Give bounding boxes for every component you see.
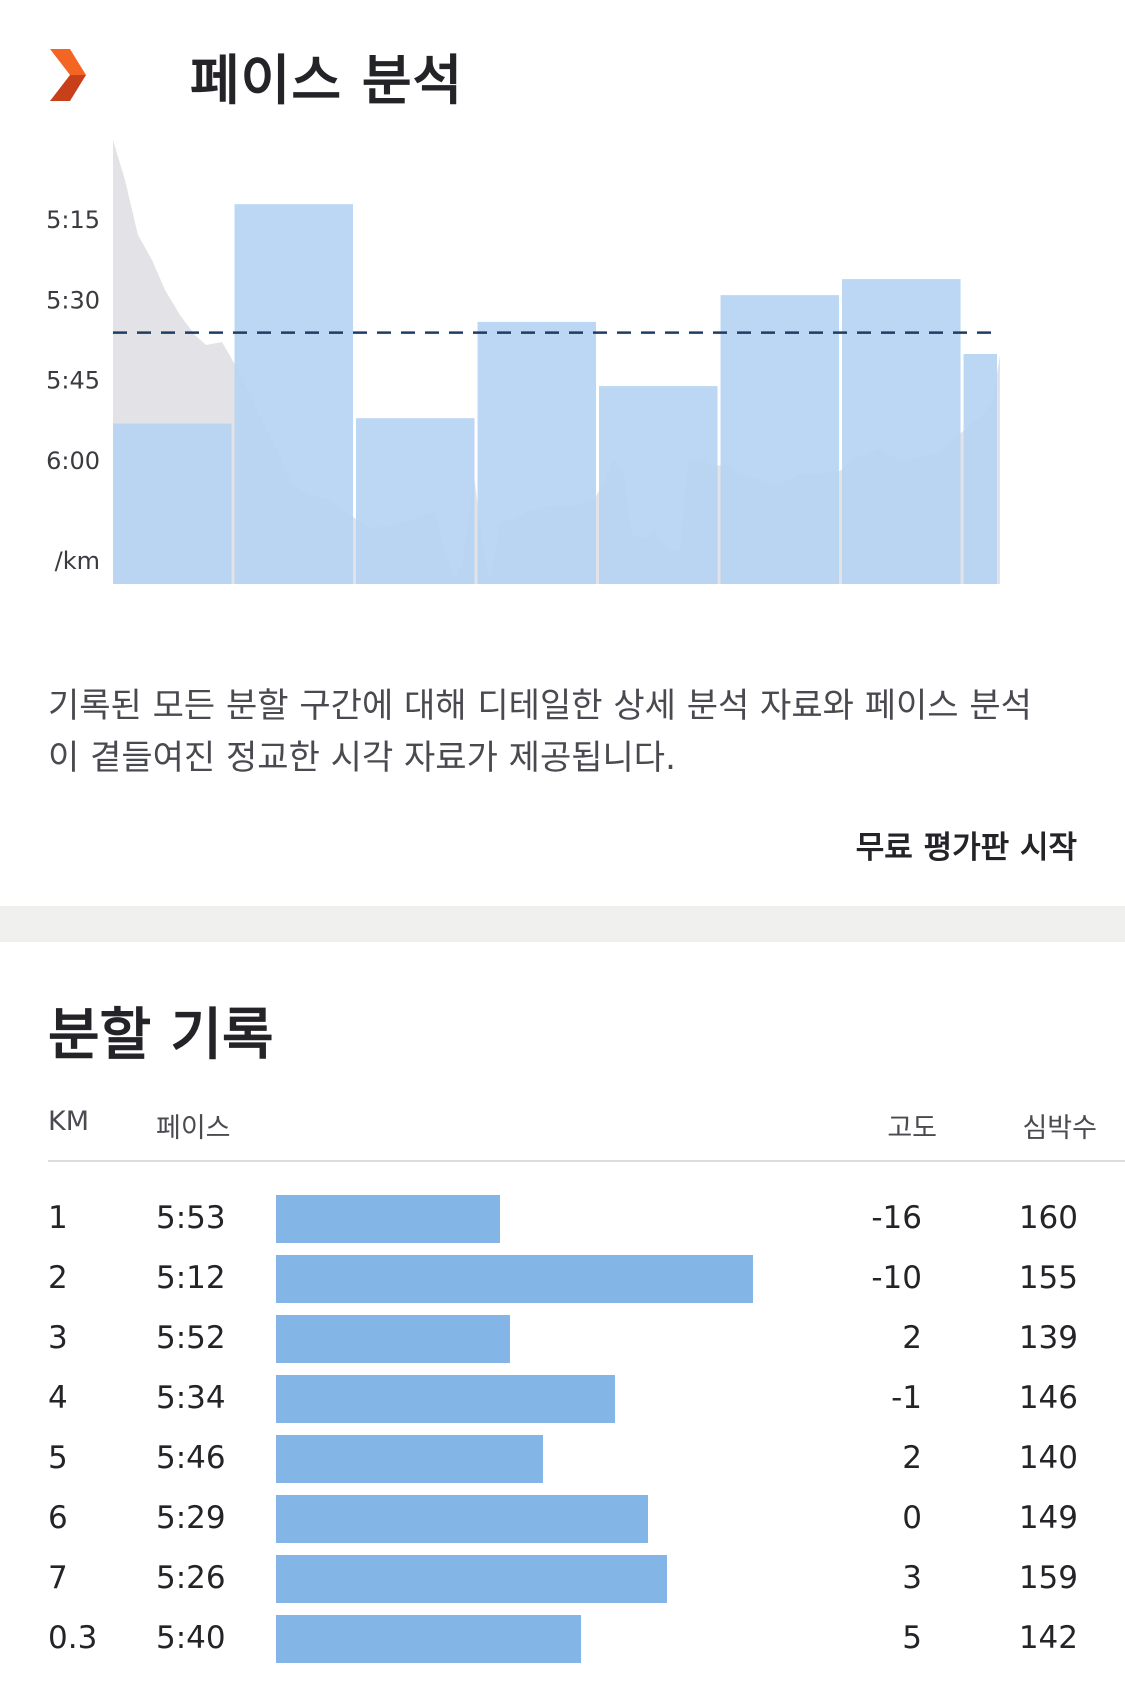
split-elevation: -16 [871, 1200, 922, 1236]
y-axis-unit-label: /km [55, 547, 100, 575]
split-elevation: -1 [891, 1380, 922, 1416]
column-header-heart-rate: 심박수 [1022, 1113, 1097, 1144]
start-free-trial-link[interactable]: 무료 평가판 시작 [855, 830, 1077, 866]
column-header-elevation: 고도 [887, 1113, 937, 1144]
table-row: 6 5:29 0 149 [48, 1490, 1078, 1550]
table-row: 5 5:46 2 140 [48, 1430, 1078, 1490]
table-row: 3 5:52 2 139 [48, 1310, 1078, 1370]
split-elevation: 2 [902, 1440, 922, 1476]
split-pace: 5:12 [156, 1260, 226, 1296]
split-elevation: 0 [902, 1500, 922, 1536]
strava-chevron-logo-icon [50, 49, 86, 101]
pace-bar-km-1 [113, 423, 232, 584]
pace-bar [276, 1375, 615, 1423]
splits-table: 1 5:53 -16 160 2 5:12 -10 155 3 5:52 2 1… [48, 1190, 1078, 1670]
y-tick-label: 5:30 [46, 286, 100, 314]
split-km: 2 [48, 1260, 68, 1296]
pace-bar-km-7 [842, 279, 961, 584]
column-header-pace: 페이스 [156, 1113, 231, 1144]
table-row: 7 5:26 3 159 [48, 1550, 1078, 1610]
y-tick-label: 5:15 [46, 206, 100, 234]
splits-title: 분할 기록 [48, 1003, 274, 1068]
split-heart-rate: 142 [1018, 1620, 1078, 1656]
split-heart-rate: 160 [1018, 1200, 1078, 1236]
pace-bar [276, 1435, 543, 1483]
split-pace: 5:40 [156, 1620, 226, 1656]
pace-bar [276, 1315, 510, 1363]
split-elevation: 2 [902, 1320, 922, 1356]
pace-bar-km-5 [599, 386, 718, 584]
split-heart-rate: 159 [1018, 1560, 1078, 1596]
split-km: 5 [48, 1440, 68, 1476]
y-tick-label: 6:00 [46, 447, 100, 475]
pace-chart: 5:15 5:30 5:45 6:00/km [46, 140, 1000, 584]
split-km: 0.3 [48, 1620, 98, 1656]
pace-bar-km-2 [234, 204, 354, 584]
section-divider [0, 906, 1125, 942]
splits-table-header: KM 페이스 고도 심박수 [48, 1100, 1125, 1162]
pace-bar [276, 1555, 667, 1603]
pace-bar [276, 1495, 648, 1543]
split-elevation: 3 [902, 1560, 922, 1596]
pace-bar [276, 1615, 581, 1663]
pace-bar [276, 1255, 753, 1303]
table-row: 0.3 5:40 5 142 [48, 1610, 1078, 1670]
pace-bar [276, 1195, 500, 1243]
pace-bar-km-3 [356, 418, 475, 584]
split-heart-rate: 155 [1018, 1260, 1078, 1296]
split-heart-rate: 140 [1018, 1440, 1078, 1476]
split-pace: 5:53 [156, 1200, 226, 1236]
split-pace: 5:34 [156, 1380, 226, 1416]
split-pace: 5:26 [156, 1560, 226, 1596]
y-tick-label: 5:45 [46, 367, 100, 395]
split-heart-rate: 146 [1018, 1380, 1078, 1416]
split-km: 6 [48, 1500, 68, 1536]
split-km: 4 [48, 1380, 68, 1416]
split-km: 7 [48, 1560, 68, 1596]
split-pace: 5:46 [156, 1440, 226, 1476]
split-pace: 5:52 [156, 1320, 226, 1356]
split-elevation: 5 [902, 1620, 922, 1656]
section-header: 페이스 분석 [50, 40, 463, 112]
table-row: 1 5:53 -16 160 [48, 1190, 1078, 1250]
split-km: 1 [48, 1200, 68, 1236]
split-heart-rate: 149 [1018, 1500, 1078, 1536]
split-pace: 5:29 [156, 1500, 226, 1536]
pace-bar-km-0.3 [963, 353, 997, 584]
table-row: 2 5:12 -10 155 [48, 1250, 1078, 1310]
pace-bar-km-4 [477, 321, 597, 584]
page-title: 페이스 분석 [190, 48, 464, 112]
split-km: 3 [48, 1320, 68, 1356]
table-row: 4 5:34 -1 146 [48, 1370, 1078, 1430]
pace-bar-km-6 [720, 295, 840, 584]
feature-description: 기록된 모든 분할 구간에 대해 디테일한 상세 분석 자료와 페이스 분석이 … [48, 686, 1032, 778]
column-header-km: KM [48, 1106, 90, 1137]
split-elevation: -10 [871, 1260, 922, 1296]
split-heart-rate: 139 [1018, 1320, 1078, 1356]
pace-analysis-card: 페이스 분석 5:15 5:30 5:45 6:00/km 기록된 모든 분할 구간에… [46, 40, 1077, 866]
